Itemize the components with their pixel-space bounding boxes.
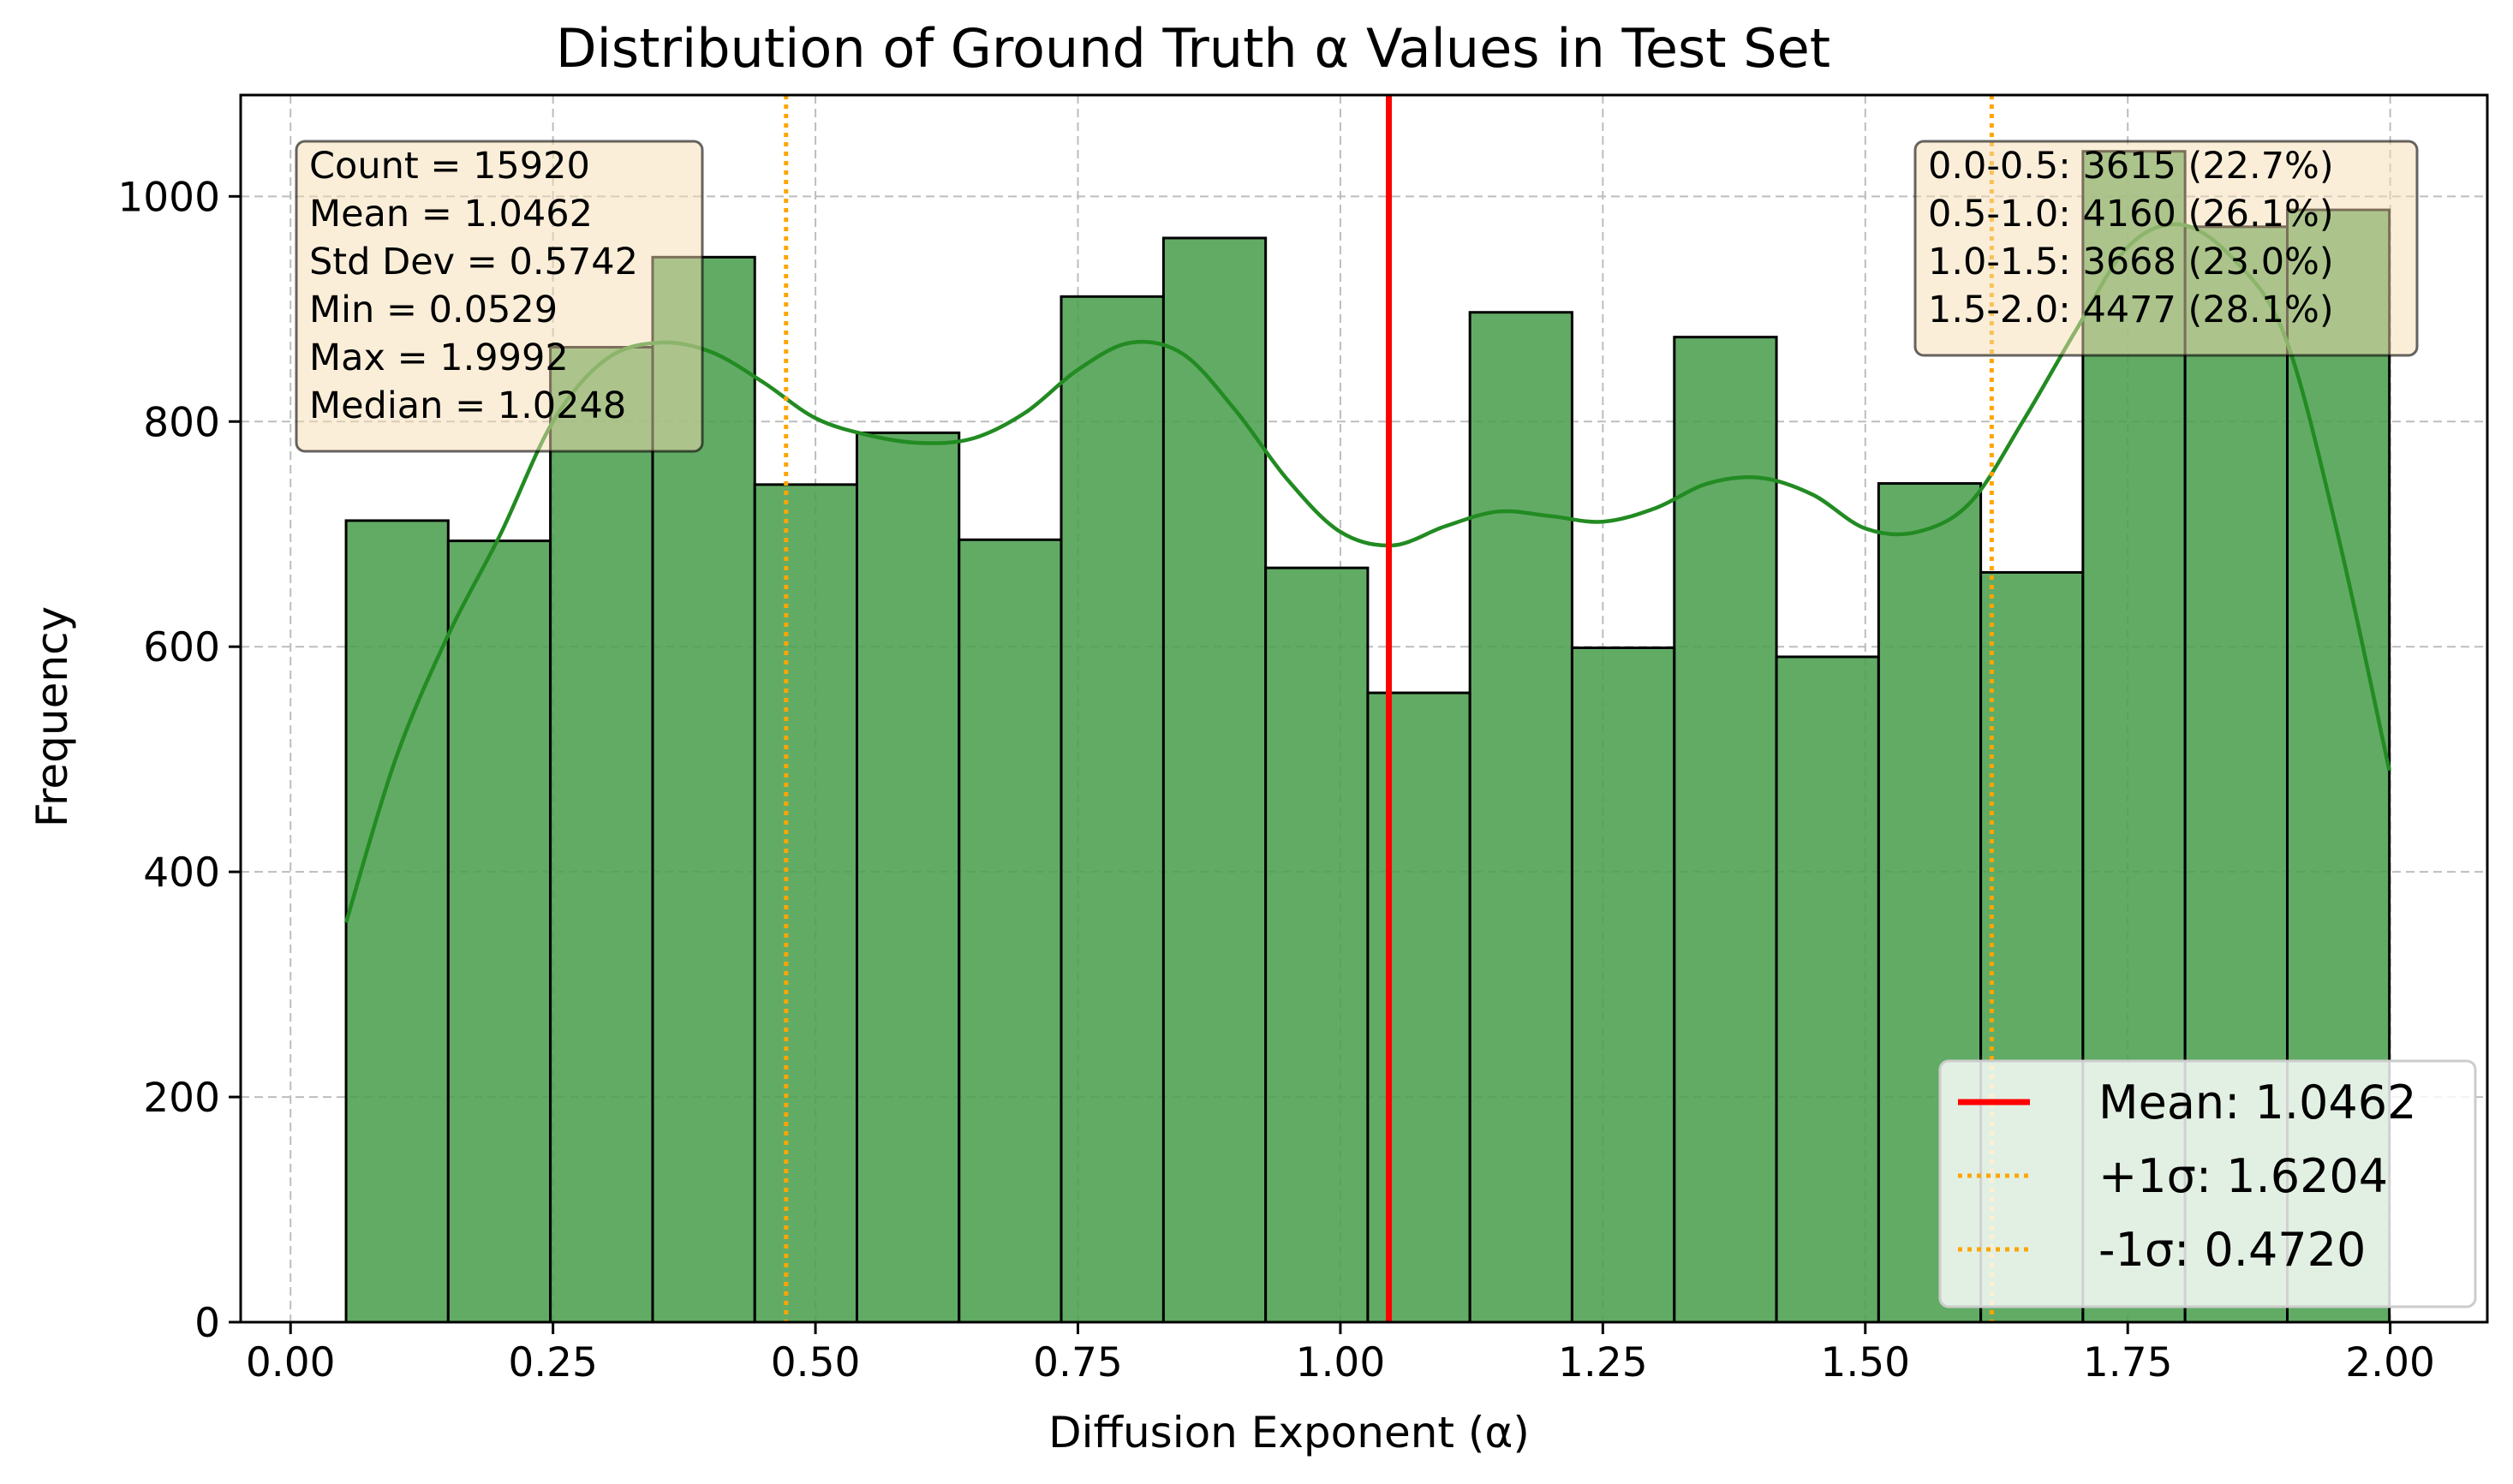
histogram-bars <box>344 150 2391 1324</box>
stats-annotation-box: Count = 15920 Mean = 1.0462 Std Dev = 0.57… <box>295 140 704 453</box>
x-tick-label: 0.50 <box>771 1339 861 1386</box>
stats-box-line: Max = 1.9992 <box>309 337 569 379</box>
histogram-bar <box>1060 295 1165 1324</box>
histogram-bar <box>753 483 858 1324</box>
legend-background <box>1938 1059 2477 1308</box>
legend: Mean: 1.0462 +1σ: 1.6204 -1σ: 0.4720 <box>1938 1059 2477 1308</box>
histogram-bar <box>446 539 552 1324</box>
stats-box-line: Median = 1.0248 <box>309 384 626 427</box>
x-tick-label: 1.75 <box>2083 1339 2173 1386</box>
chart-title: Distribution of Ground Truth α Values in… <box>556 17 1830 80</box>
histogram-bar <box>1775 655 1880 1324</box>
histogram-bar <box>1366 691 1471 1324</box>
x-tick-label: 1.00 <box>1296 1339 1386 1386</box>
range-box-background <box>1913 140 2419 357</box>
x-tick-label: 0.25 <box>508 1339 598 1386</box>
legend-label: +1σ: 1.6204 <box>2098 1149 2388 1203</box>
legend-label: Mean: 1.0462 <box>2098 1076 2416 1129</box>
y-tick-label: 400 <box>143 849 220 897</box>
reference-lines <box>784 95 1994 1322</box>
axes: 0.00 0.25 0.50 0.75 1.00 1.25 1.50 1.75 2.00 0 200… <box>117 93 2489 1386</box>
histogram-bar <box>549 345 654 1324</box>
range-box-line: 0.0-0.5: 3615 (22.7%) <box>1928 145 2334 188</box>
range-box-line: 1.5-2.0: 4477 (28.1%) <box>1928 289 2334 331</box>
plot-frame <box>239 93 2489 1324</box>
stats-box-background <box>295 140 704 453</box>
range-box-line: 0.5-1.0: 4160 (26.1%) <box>1928 193 2334 235</box>
histogram-bar <box>1673 336 1778 1324</box>
legend-label: -1σ: 0.4720 <box>2098 1223 2366 1277</box>
y-tick-label: 0 <box>194 1300 220 1347</box>
x-tick-label: 1.25 <box>1558 1339 1648 1386</box>
histogram-bar <box>344 519 450 1324</box>
y-axis-label: Frequency <box>27 606 77 827</box>
stats-box-line: Count = 15920 <box>309 145 590 188</box>
histogram-bar <box>855 431 961 1324</box>
x-tick-label: 0.75 <box>1033 1339 1123 1386</box>
stats-box-line: Min = 0.0529 <box>309 289 558 331</box>
y-tick-label: 800 <box>143 399 220 446</box>
x-axis-label: Diffusion Exponent (α) <box>1048 1408 1530 1457</box>
histogram-bar <box>1264 566 1370 1324</box>
y-tick-label: 1000 <box>117 174 220 221</box>
range-box-line: 1.0-1.5: 3668 (23.0%) <box>1928 241 2334 283</box>
histogram-bar <box>958 538 1063 1324</box>
x-tick-label: 1.50 <box>1820 1339 1910 1386</box>
histogram-bar <box>1161 236 1268 1324</box>
histogram-bar <box>1468 311 1573 1324</box>
y-tick-label: 200 <box>143 1075 220 1122</box>
y-tick-label: 600 <box>143 624 220 671</box>
range-annotation-box: 0.0-0.5: 3615 (22.7%) 0.5-1.0: 4160 (26.1… <box>1913 140 2419 357</box>
histogram-bar <box>651 255 756 1324</box>
x-tick-label: 0.00 <box>246 1339 336 1386</box>
histogram-bar <box>1570 647 1676 1324</box>
stats-box-line: Std Dev = 0.5742 <box>309 241 638 283</box>
x-tick-label: 2.00 <box>2345 1339 2435 1386</box>
stats-box-line: Mean = 1.0462 <box>309 193 593 235</box>
